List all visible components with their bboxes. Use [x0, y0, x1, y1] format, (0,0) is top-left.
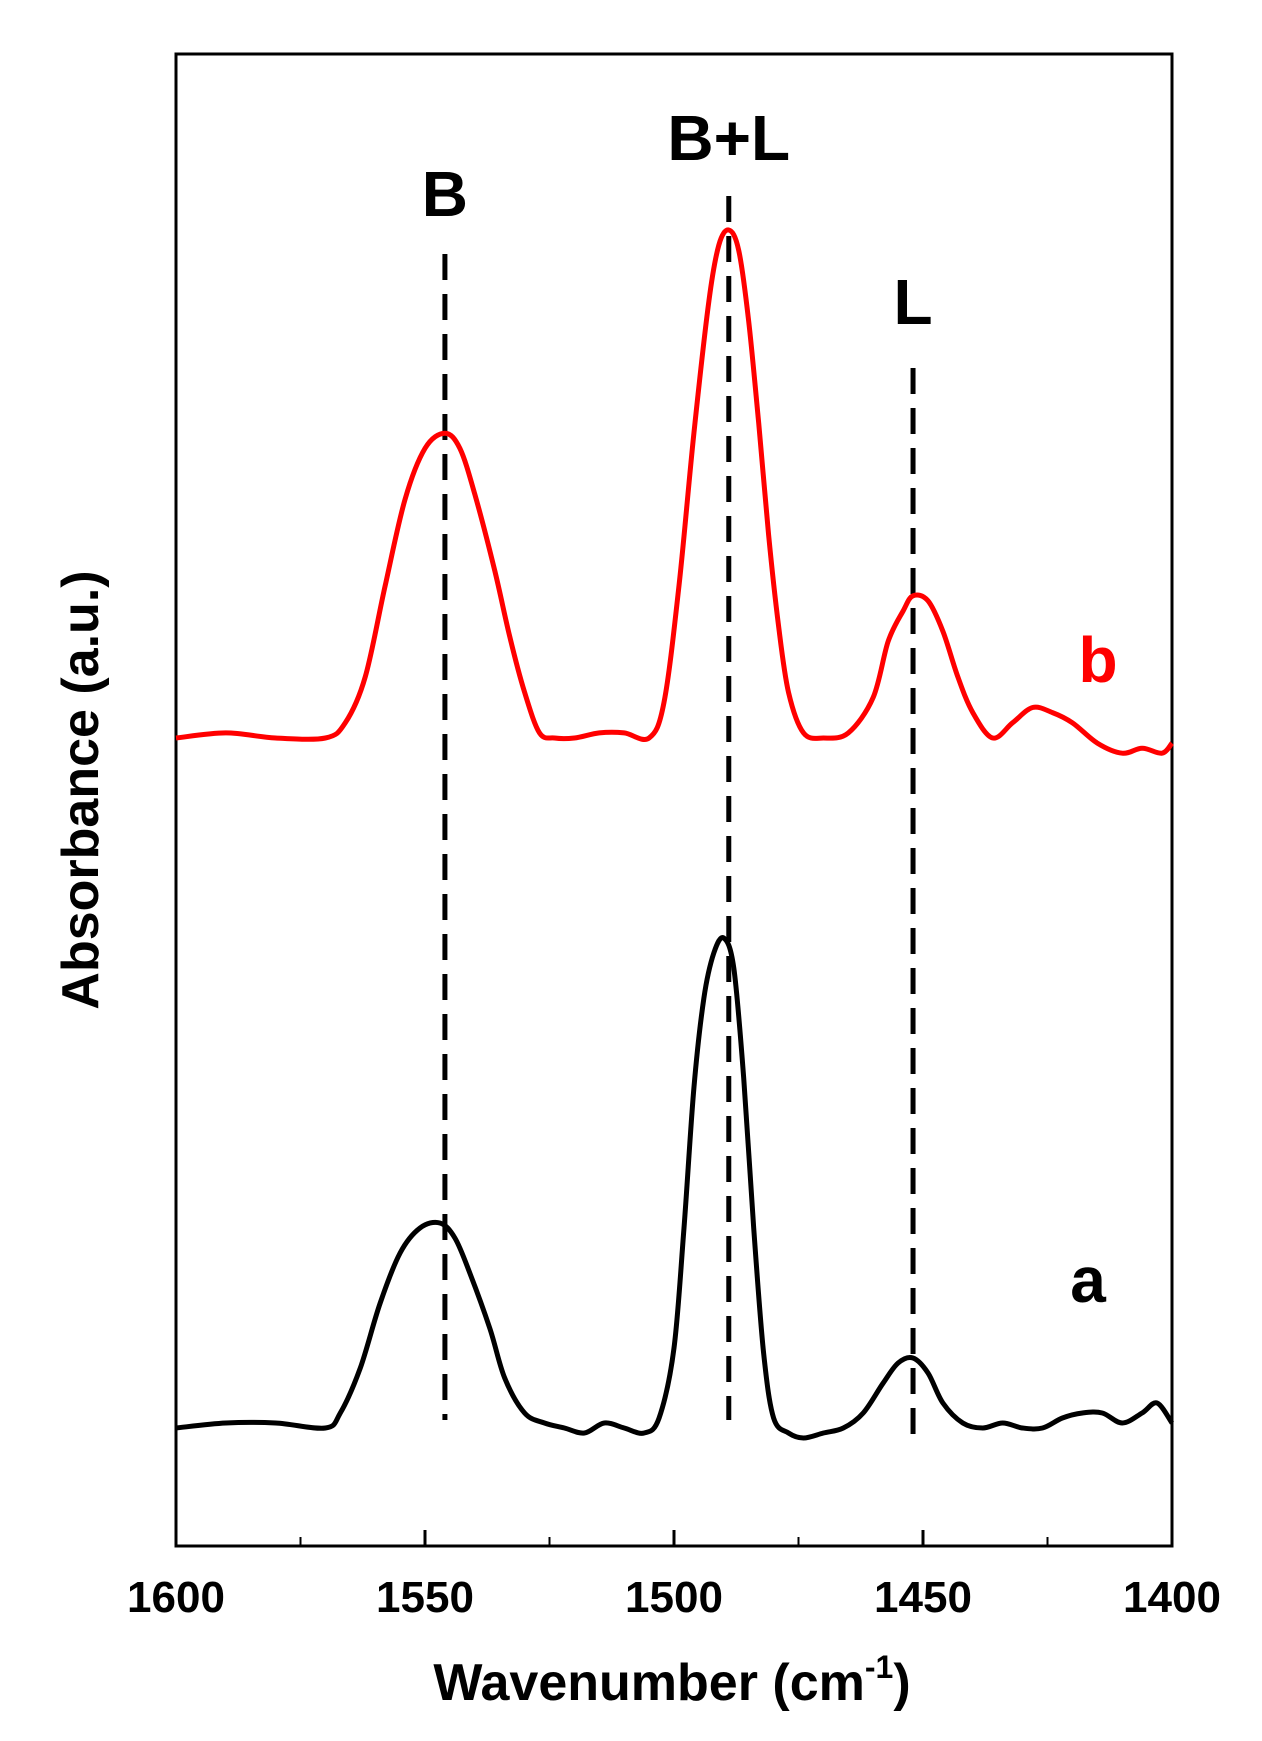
x-tick-label-1450: 1450	[874, 1573, 972, 1622]
x-axis-title-main: Wavenumber (cm	[433, 1654, 865, 1712]
series-line-b	[175, 227, 1174, 756]
y-axis-title: Absorbance (a.u.)	[52, 570, 110, 1009]
x-tick-label-1500: 1500	[625, 1573, 723, 1622]
x-tick-label-1600: 1600	[127, 1573, 225, 1622]
annotation-labels: B B+L L	[422, 102, 933, 338]
x-axis-ticks	[174, 1530, 1174, 1546]
series-line-a	[175, 935, 1175, 1441]
annotation-B: B	[422, 158, 468, 230]
x-axis-title-close: )	[893, 1654, 910, 1712]
annotation-guide-lines	[442, 196, 916, 1446]
series-label-a: a	[1070, 1244, 1106, 1316]
x-axis-tick-labels: 1600 1550 1500 1450 1400	[127, 1573, 1221, 1622]
x-axis-title: Wavenumber (cm-1)	[433, 1649, 910, 1712]
x-tick-label-1400: 1400	[1123, 1573, 1221, 1622]
plot-frame	[174, 52, 1174, 1548]
annotation-B-plus-L: B+L	[667, 102, 790, 174]
series-lines	[175, 227, 1175, 1441]
x-axis-title-superscript: -1	[865, 1649, 893, 1685]
series-label-b: b	[1078, 624, 1117, 696]
series-labels: ba	[1070, 624, 1117, 1316]
x-tick-label-1550: 1550	[376, 1573, 474, 1622]
annotation-L: L	[893, 266, 932, 338]
